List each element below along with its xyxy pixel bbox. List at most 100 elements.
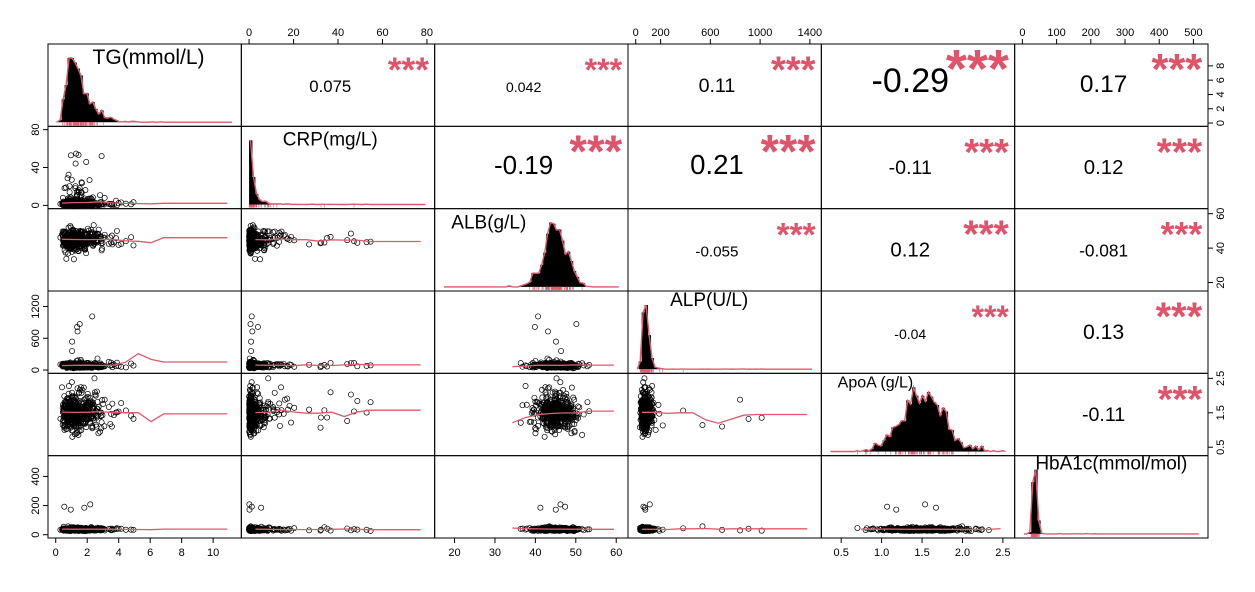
scatter-point — [82, 187, 89, 194]
histogram-bar — [909, 404, 913, 452]
panel-background — [241, 126, 435, 209]
panel-background — [628, 291, 822, 374]
scatter-point — [105, 240, 112, 247]
scatter-point — [90, 243, 97, 249]
scatter-point — [90, 222, 97, 229]
panel-background — [1014, 455, 1208, 538]
density-curve — [443, 221, 619, 288]
histogram-bar — [82, 93, 86, 123]
scatter-point — [95, 226, 102, 233]
scatter-point — [70, 256, 77, 263]
scatter-point — [78, 228, 85, 235]
histogram-bar — [569, 261, 574, 287]
histogram-bar — [252, 177, 256, 205]
histogram-bar — [257, 199, 262, 205]
panel-background — [1014, 44, 1208, 127]
histogram-bar — [935, 405, 940, 452]
histogram-bar — [926, 391, 931, 452]
histogram-bar — [641, 312, 646, 370]
histogram-bar — [558, 229, 562, 287]
histogram-bar — [263, 201, 268, 205]
histogram-bar — [900, 420, 904, 452]
fit-line — [62, 201, 228, 205]
scatter-point — [66, 183, 73, 190]
panel-background — [241, 208, 435, 291]
panel-background — [241, 455, 435, 538]
panel-background — [628, 208, 822, 291]
histogram-bar — [73, 62, 77, 123]
scatter-point — [113, 227, 120, 234]
histogram-bar — [891, 427, 895, 452]
histogram-bar — [575, 276, 580, 287]
histogram-bar — [888, 436, 892, 452]
histogram-bar — [956, 438, 960, 452]
histogram-bar — [88, 103, 92, 123]
scatter-point — [86, 177, 93, 184]
scatter-point — [113, 235, 119, 242]
histogram-bar — [932, 402, 937, 452]
histogram-bar — [94, 108, 98, 123]
histogram-bar — [260, 201, 265, 205]
scatter-point — [264, 228, 271, 235]
histogram-bar — [647, 335, 651, 370]
scatter-point — [75, 247, 81, 254]
histogram-bar — [249, 140, 253, 205]
scatter-point — [72, 185, 79, 192]
histogram-bar — [546, 233, 550, 287]
panel-background — [821, 291, 1015, 374]
histogram-bar — [534, 273, 538, 287]
histogram-bar — [944, 411, 949, 452]
histogram-bar — [965, 446, 969, 452]
scatter-point — [81, 197, 88, 204]
scatter-point — [115, 241, 122, 248]
histogram-bar — [254, 193, 259, 205]
histogram-bar — [522, 284, 526, 287]
histogram-bar — [61, 99, 66, 123]
histogram-bar — [91, 102, 95, 123]
histogram-bar — [97, 113, 101, 123]
histogram-bar — [906, 400, 910, 452]
histogram-bar — [100, 110, 104, 123]
histogram-bar — [977, 449, 981, 452]
scatter-point — [128, 234, 135, 241]
histogram-bar — [537, 273, 541, 287]
histogram-bar — [1034, 469, 1038, 534]
histogram-bar — [578, 282, 583, 287]
panel-background — [1014, 126, 1208, 209]
scatter-point — [98, 240, 105, 247]
panel-background — [241, 291, 435, 374]
panel-background — [821, 126, 1015, 209]
scatter-point — [83, 159, 90, 165]
panel-background — [434, 126, 628, 209]
histogram-bar — [1031, 482, 1035, 534]
scatter-point — [61, 229, 68, 236]
histogram-bar — [572, 271, 577, 287]
histogram-bar — [1037, 520, 1041, 534]
scatter-point — [67, 194, 74, 201]
histogram-bar — [644, 304, 648, 370]
histogram-bar — [67, 57, 71, 123]
scatter-point — [88, 195, 95, 202]
scatter-point — [78, 192, 85, 199]
scatter-point — [105, 200, 112, 207]
scatter-point — [118, 199, 125, 206]
scatter-point — [72, 240, 79, 247]
histogram-bar — [581, 283, 586, 287]
scatter-point — [67, 224, 74, 231]
histogram-bar — [112, 119, 116, 123]
histogram-bar — [923, 401, 928, 452]
histogram-bar — [980, 445, 984, 452]
scatter-point — [75, 244, 82, 250]
histogram-bar — [531, 273, 535, 287]
histogram-bar — [70, 57, 74, 123]
scatter-point — [65, 250, 72, 257]
scatter-point — [75, 201, 82, 208]
chart-marks — [55, 57, 1199, 537]
scatter-point — [108, 232, 115, 239]
histogram-bar — [650, 358, 654, 370]
histogram-bar — [1028, 532, 1032, 534]
panel-background — [1014, 373, 1208, 456]
scatter-point — [64, 175, 71, 182]
histogram-bar — [912, 387, 916, 452]
